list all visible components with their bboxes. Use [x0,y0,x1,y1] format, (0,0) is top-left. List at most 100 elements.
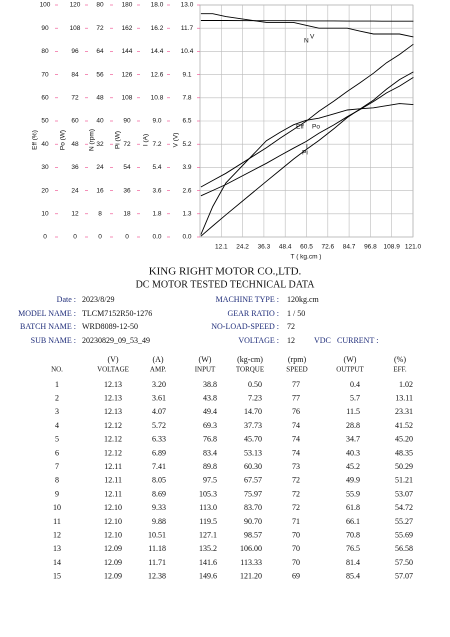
info-label: CURRENT : [337,336,378,345]
x-tick-label: 72.6 [321,244,334,251]
table-cell: 56.58 [395,544,413,553]
y-tick-label: 0 [43,234,47,241]
table-cell: 13 [53,544,61,553]
curve [200,13,414,38]
y-tick-label: 80 [41,48,49,55]
table-cell: 97.5 [203,476,217,485]
x-tick-label: 121.0 [405,244,422,251]
y-tick-label: 0.0 [182,234,191,241]
table-cell: 12.11 [104,462,122,471]
column-header: SPEED [286,366,307,374]
table-cell: 12.38 [148,572,166,581]
table-cell: 12.09 [104,544,122,553]
table-cell: 8 [55,476,59,485]
table-cell: 61.8 [346,503,360,512]
column-header: INPUT [195,366,216,374]
table-cell: 74 [292,448,300,457]
x-tick-label: 12.1 [215,244,228,251]
info-label: SUB NAME : [31,336,76,345]
table-cell: 15 [53,572,61,581]
table-cell: 0.4 [350,380,360,389]
curve-label: Eff [296,124,304,131]
y-tick-label: 24 [71,187,79,194]
table-cell: 83.4 [203,448,217,457]
table-cell: 12.10 [104,517,122,526]
curve [200,43,414,188]
table-cell: 49.9 [346,476,360,485]
table-cell: 5.72 [152,421,166,430]
info-value: WRD8089-12-50 [82,322,138,331]
y-tick-label: 10.4 [181,48,194,55]
y-axis-title: N (rpm) [89,129,96,151]
table-cell: 55.27 [395,517,413,526]
info-value: 72 [287,322,295,331]
table-cell: 48.35 [395,448,413,457]
table-cell: 53.07 [395,489,413,498]
table-cell: 70 [292,544,300,553]
column-unit: (W) [344,355,357,364]
column-header: VOLTAGE [97,366,129,374]
table-cell: 12.10 [104,531,122,540]
table-cell: 41.52 [395,421,413,430]
y-tick-label: 32 [96,141,104,148]
table-cell: 3.20 [152,380,166,389]
table-cell: 1.02 [399,380,413,389]
curve-label: Pi [302,150,308,157]
table-cell: 121.20 [240,572,262,581]
y-tick-label: 72 [96,25,104,32]
table-cell: 3 [55,407,59,416]
curve [200,71,414,237]
table-cell: 13.11 [395,394,413,403]
y-tick-label: 1.8 [152,211,161,218]
y-tick-label: 0 [98,234,102,241]
table-cell: 72 [292,489,300,498]
x-tick-label: 60.5 [300,244,313,251]
curve-label: Po [312,124,320,131]
table-cell: 37.73 [244,421,262,430]
table-cell: 12.09 [104,558,122,567]
table-cell: 77 [292,380,300,389]
table-cell: 11.18 [148,544,166,553]
table-cell: 0.50 [248,380,262,389]
y-tick-label: 6.5 [182,118,191,125]
x-tick-label: 84.7 [343,244,356,251]
info-label: GEAR RATIO : [227,309,279,318]
table-cell: 81.4 [346,558,360,567]
table-cell: 28.8 [346,421,360,430]
y-tick-label: 60 [71,118,79,125]
y-tick-label: 96 [71,48,79,55]
y-tick-label: 48 [96,95,104,102]
y-tick-label: 0.0 [152,234,161,241]
table-cell: 12.12 [104,448,122,457]
y-axis-title: I (A) [143,134,150,146]
x-tick-label: 96.8 [364,244,377,251]
y-tick-label: 162 [122,25,133,32]
column-unit: (rpm) [288,355,307,364]
table-cell: 72 [292,503,300,512]
table-cell: 55.9 [346,489,360,498]
table-cell: 40.3 [346,448,360,457]
y-tick-label: 9.1 [182,71,191,78]
y-tick-label: 126 [122,71,133,78]
y-tick-label: 36 [123,187,131,194]
info-label: Date : [57,295,76,304]
table-cell: 76.8 [203,435,217,444]
y-tick-label: 100 [40,2,51,9]
table-cell: 70 [292,558,300,567]
y-tick-label: 12.6 [151,71,164,78]
table-cell: 70.8 [346,531,360,540]
y-tick-label: 5.4 [152,164,161,171]
column-unit: (%) [394,355,406,364]
y-tick-label: 54 [123,164,131,171]
table-cell: 11.71 [148,558,166,567]
table-cell: 12 [53,531,61,540]
y-tick-label: 10.8 [151,95,164,102]
table-cell: 71 [292,517,300,526]
table-cell: 57.50 [395,558,413,567]
table-cell: 12.12 [104,421,122,430]
table-cell: 149.6 [199,572,217,581]
y-tick-label: 90 [123,118,131,125]
table-cell: 12.13 [104,380,122,389]
